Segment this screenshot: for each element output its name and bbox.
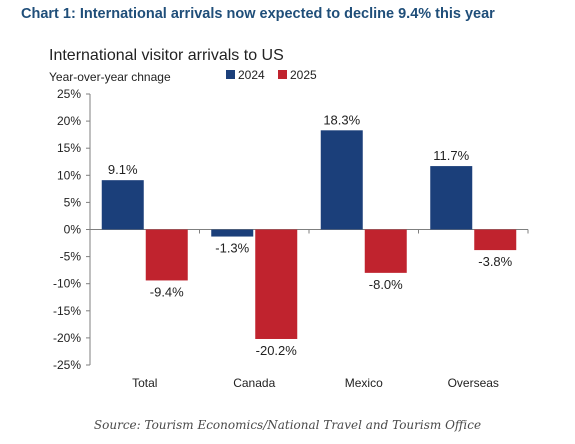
x-tick-label: Total (132, 376, 157, 390)
legend-label-2025: 2025 (290, 68, 317, 82)
data-label-2024-canada: -1.3% (215, 241, 249, 256)
bar-2025-canada (255, 229, 298, 339)
y-tick-label: 25% (57, 87, 81, 101)
data-label-2024-mexico: 18.3% (323, 112, 360, 127)
legend-swatch-2024 (226, 70, 235, 79)
bar-2025-total (145, 229, 188, 281)
data-label-2025-overseas: -3.8% (478, 254, 512, 269)
y-tick-label: 15% (57, 141, 81, 155)
y-tick-label: 0% (64, 223, 82, 237)
data-label-2024-total: 9.1% (108, 162, 138, 177)
bar-2024-mexico (320, 130, 363, 230)
bar-2024-total (101, 180, 144, 230)
chart-heading: Chart 1: International arrivals now expe… (21, 6, 495, 22)
y-tick-label: -10% (53, 277, 81, 291)
source-note: Source: Tourism Economics/National Trave… (93, 418, 482, 432)
data-label-2025-total: -9.4% (150, 284, 184, 299)
y-tick-label: -20% (53, 331, 81, 345)
bar-2025-overseas (474, 229, 517, 251)
x-tick-label: Overseas (448, 376, 499, 390)
bar-2024-canada (211, 229, 254, 237)
bar-2025-mexico (364, 229, 407, 273)
y-axis-label: Year-over-year chnage (49, 70, 171, 84)
data-label-2024-overseas: 11.7% (433, 148, 469, 163)
bar-2024-overseas (430, 166, 473, 230)
legend-label-2024: 2024 (238, 68, 265, 82)
legend-swatch-2025 (278, 70, 287, 79)
x-tick-label: Mexico (345, 376, 383, 390)
y-tick-label: -25% (53, 358, 81, 372)
chart-title: International visitor arrivals to US (49, 47, 284, 64)
y-tick-label: 10% (57, 168, 81, 182)
data-label-2025-mexico: -8.0% (369, 277, 403, 292)
y-tick-label: 5% (64, 195, 82, 209)
y-tick-label: -15% (53, 304, 81, 318)
data-label-2025-canada: -20.2% (256, 343, 298, 358)
y-tick-label: 20% (57, 114, 81, 128)
x-tick-label: Canada (233, 376, 275, 390)
y-tick-label: -5% (60, 250, 82, 264)
